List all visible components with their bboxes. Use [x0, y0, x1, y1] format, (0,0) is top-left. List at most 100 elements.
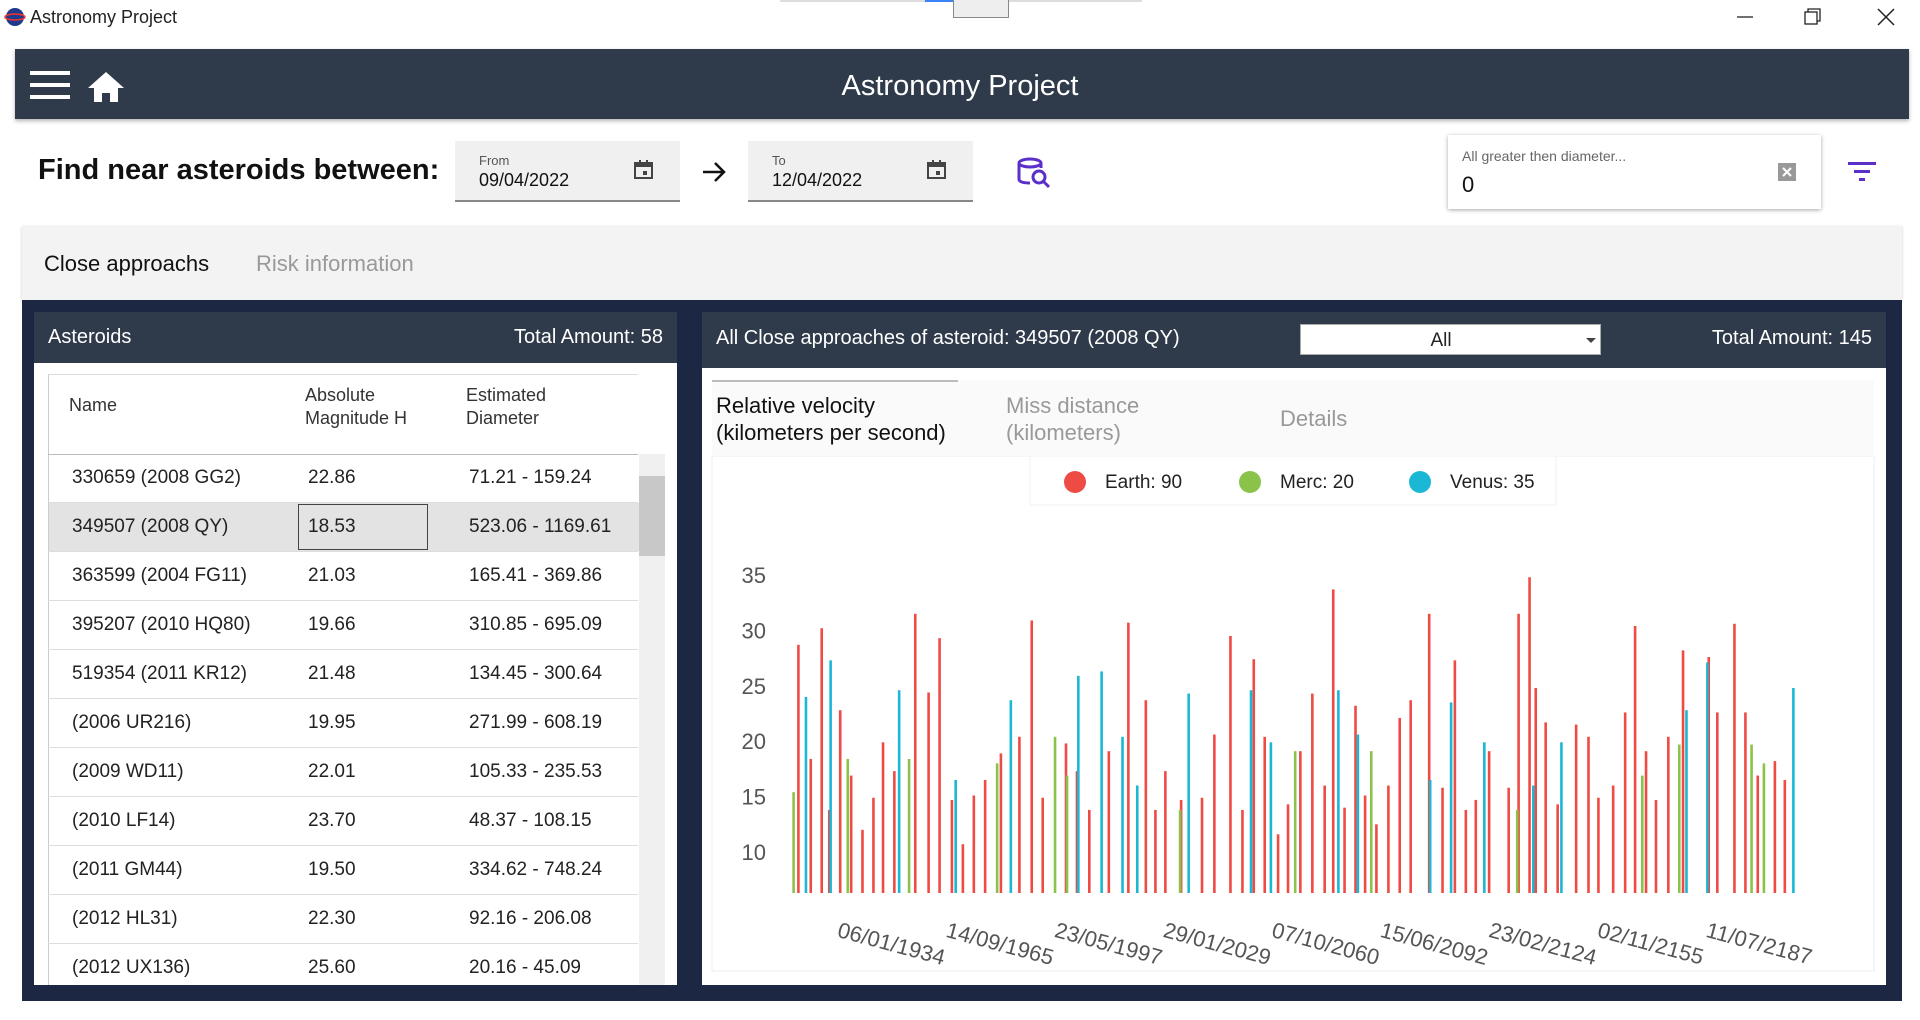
bar — [1487, 751, 1491, 893]
bar — [897, 690, 901, 893]
asteroids-header: Asteroids Total Amount: 58 — [34, 312, 677, 363]
diameter-label: All greater then diameter... — [1462, 148, 1627, 164]
table-cell: 19.66 — [308, 614, 356, 635]
bar — [893, 771, 896, 893]
table-cell: 22.01 — [308, 761, 356, 782]
bar — [1077, 675, 1080, 893]
bar — [1356, 734, 1360, 893]
bar — [1269, 742, 1273, 893]
table-cell: (2011 GM44) — [72, 859, 183, 880]
table-cell: 20.16 - 45.09 — [469, 957, 581, 978]
bar — [1088, 809, 1091, 893]
legend-label: Merc: 20 — [1280, 472, 1354, 493]
bar — [1528, 577, 1531, 893]
table-cell: 271.99 - 608.19 — [469, 712, 603, 733]
window-title: Astronomy Project — [30, 7, 178, 27]
bar — [1733, 623, 1736, 893]
asteroids-total: Total Amount: 58 — [514, 326, 663, 348]
tab-risk-information[interactable]: Risk information — [256, 251, 414, 276]
bar — [1762, 763, 1766, 893]
column-header: Estimated Diameter — [466, 385, 547, 428]
bar — [827, 809, 831, 893]
tab-details[interactable]: Details — [1280, 406, 1348, 431]
table-cell: (2009 WD11) — [72, 761, 184, 782]
from-date-input[interactable]: From 09/04/2022 — [455, 141, 680, 202]
table-cell: 92.16 - 206.08 — [469, 908, 592, 929]
calendar-icon[interactable] — [633, 159, 655, 181]
from-label: From — [479, 153, 510, 168]
bar — [995, 763, 999, 893]
restore[interactable] — [1804, 8, 1821, 25]
asteroids-title: Asteroids — [48, 326, 132, 348]
chart-tabs: Relative velocity (kilometers per second… — [712, 380, 1874, 468]
clear-button[interactable] — [1777, 162, 1797, 182]
bar — [1644, 751, 1648, 893]
bar — [1574, 724, 1578, 893]
close[interactable] — [1877, 8, 1895, 26]
bar — [1311, 693, 1314, 893]
tab-close-approaches[interactable]: Close approachs — [44, 251, 210, 276]
approaches-title: All Close approaches of asteroid: 349507… — [716, 327, 1180, 349]
bar — [1544, 722, 1547, 893]
bar — [1299, 751, 1302, 893]
bar — [820, 628, 824, 893]
bar — [1363, 795, 1367, 893]
table-cell: 19.50 — [308, 859, 356, 880]
bar — [1640, 775, 1644, 893]
bar — [1178, 809, 1182, 893]
row-divider — [48, 845, 638, 846]
bar — [1100, 671, 1103, 893]
table-cell: 25.60 — [308, 957, 356, 978]
filter-button[interactable] — [1846, 160, 1878, 184]
legend-marker — [1409, 471, 1431, 493]
row-divider — [48, 796, 638, 797]
scrollbar-thumb[interactable] — [639, 476, 665, 556]
bar — [1398, 717, 1402, 893]
column-header: Name — [69, 395, 118, 415]
bar — [1464, 809, 1468, 893]
y-tick-label: 20 — [742, 729, 766, 754]
tab-indicator — [712, 380, 958, 382]
table-cell: 48.37 - 108.15 — [469, 810, 592, 831]
calendar-icon[interactable] — [926, 159, 948, 181]
bar — [1453, 660, 1457, 893]
header-icons — [30, 71, 124, 102]
bar — [1154, 809, 1157, 893]
legend-marker — [1239, 471, 1261, 493]
search-button[interactable] — [1016, 155, 1052, 191]
tab-relative-velocity[interactable]: Relative velocity (kilometers per second… — [716, 393, 946, 445]
column-header: Absolute Magnitude H — [305, 385, 408, 428]
table-cell: 363599 (2004 FG11) — [72, 565, 247, 586]
table-cell: 71.21 - 159.24 — [469, 467, 592, 488]
bar — [1633, 625, 1637, 893]
diameter-input[interactable]: All greater then diameter... 0 — [1448, 135, 1821, 209]
menu-button[interactable] — [30, 71, 70, 99]
filter-value: All — [1430, 330, 1452, 351]
table-border — [48, 374, 49, 985]
bar — [983, 779, 987, 893]
table-cell: (2012 HL31) — [72, 908, 178, 929]
table-cell: 349507 (2008 QY) — [72, 516, 229, 537]
to-date-input[interactable]: To 12/04/2022 — [748, 141, 973, 202]
table-cell: 22.30 — [308, 908, 356, 929]
bar — [950, 799, 954, 893]
bar — [1474, 799, 1478, 893]
row-divider — [48, 894, 638, 895]
bar — [1249, 690, 1253, 893]
row-divider — [48, 502, 638, 503]
row-divider — [48, 600, 638, 601]
snap-button[interactable] — [953, 0, 1009, 18]
selected-row — [49, 503, 639, 551]
bar — [1783, 779, 1787, 893]
bar — [1144, 700, 1148, 893]
bar — [849, 775, 853, 893]
table-cell: (2010 LF14) — [72, 810, 176, 831]
y-tick-label: 25 — [742, 674, 766, 699]
legend-label: Venus: 35 — [1450, 472, 1535, 493]
filter-dropdown[interactable]: All — [1300, 324, 1601, 355]
tab-miss-distance[interactable]: Miss distance (kilometers) — [1006, 393, 1140, 445]
bar — [1707, 657, 1711, 893]
scrollbar[interactable] — [639, 454, 665, 985]
home-button[interactable] — [88, 72, 124, 102]
bar — [1075, 771, 1079, 893]
